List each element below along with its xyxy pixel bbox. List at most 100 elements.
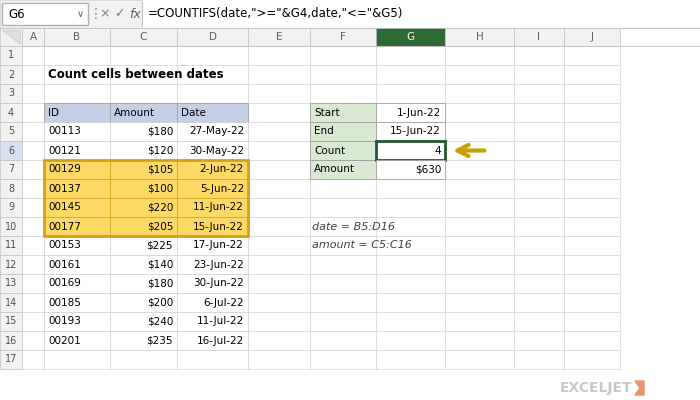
Bar <box>110 179 177 198</box>
Text: 16: 16 <box>5 336 17 346</box>
Bar <box>310 28 376 46</box>
Text: B: B <box>74 32 80 42</box>
Bar <box>0 312 22 331</box>
Bar <box>44 160 248 236</box>
Bar <box>376 255 445 274</box>
Bar <box>445 103 514 122</box>
Bar <box>44 179 110 198</box>
Bar <box>44 84 110 103</box>
Text: 6: 6 <box>8 146 14 156</box>
Bar <box>376 28 445 46</box>
Bar <box>376 312 445 331</box>
Bar <box>376 122 445 141</box>
Bar <box>564 141 620 160</box>
Text: $180: $180 <box>146 126 173 136</box>
Bar <box>376 141 445 160</box>
Bar <box>514 217 564 236</box>
Bar <box>445 217 514 236</box>
Bar <box>248 160 310 179</box>
Bar <box>110 122 177 141</box>
Bar <box>248 122 310 141</box>
Bar <box>110 217 177 236</box>
Bar <box>44 274 110 293</box>
Bar <box>445 198 514 217</box>
Bar <box>110 46 177 65</box>
Text: H: H <box>475 32 484 42</box>
Bar <box>0 141 22 160</box>
Bar <box>44 312 110 331</box>
Bar <box>0 0 700 28</box>
Bar <box>44 65 110 84</box>
Bar <box>310 198 376 217</box>
Bar <box>22 122 44 141</box>
Bar <box>110 103 177 122</box>
Bar <box>310 255 376 274</box>
Bar <box>44 236 110 255</box>
Text: G: G <box>407 32 414 42</box>
Text: 1: 1 <box>8 50 14 60</box>
Bar <box>564 28 620 46</box>
Bar <box>310 141 376 160</box>
Bar <box>44 236 110 255</box>
Bar <box>564 84 620 103</box>
Text: $220: $220 <box>146 202 173 212</box>
Bar <box>44 312 110 331</box>
Bar <box>110 141 177 160</box>
Bar <box>177 84 248 103</box>
Bar <box>310 103 376 122</box>
Bar <box>248 255 310 274</box>
Bar <box>110 236 177 255</box>
Bar <box>177 331 248 350</box>
Text: 00137: 00137 <box>48 184 81 194</box>
Bar <box>564 312 620 331</box>
Text: 7: 7 <box>8 164 14 174</box>
Bar <box>0 65 22 84</box>
Bar <box>44 350 110 369</box>
Bar <box>177 65 248 84</box>
Bar <box>248 236 310 255</box>
Text: $225: $225 <box>146 240 173 250</box>
Bar <box>310 65 376 84</box>
Bar <box>445 179 514 198</box>
Bar <box>110 331 177 350</box>
Bar <box>514 293 564 312</box>
Bar <box>177 217 248 236</box>
Bar <box>177 103 248 122</box>
Bar <box>177 141 248 160</box>
Bar <box>110 255 177 274</box>
Bar <box>310 274 376 293</box>
Text: C: C <box>140 32 147 42</box>
Bar <box>376 65 445 84</box>
Bar <box>0 46 22 65</box>
Bar <box>564 103 620 122</box>
Bar <box>248 141 310 160</box>
Text: 11-Jul-22: 11-Jul-22 <box>197 316 244 326</box>
Bar <box>44 141 110 160</box>
Bar <box>445 46 514 65</box>
Text: 30-Jun-22: 30-Jun-22 <box>193 278 244 288</box>
Bar <box>0 293 22 312</box>
Bar <box>514 312 564 331</box>
Text: 15-Jun-22: 15-Jun-22 <box>193 222 244 232</box>
Bar <box>177 312 248 331</box>
Text: 5: 5 <box>8 126 14 136</box>
Bar <box>514 141 564 160</box>
Bar <box>445 331 514 350</box>
Bar <box>0 179 22 198</box>
Text: G6: G6 <box>8 8 25 20</box>
Text: 00177: 00177 <box>48 222 81 232</box>
Bar <box>44 179 110 198</box>
Bar <box>564 198 620 217</box>
Text: 8: 8 <box>8 184 14 194</box>
Bar <box>564 160 620 179</box>
Text: 4: 4 <box>435 146 441 156</box>
Bar <box>0 198 22 217</box>
Bar <box>177 198 248 217</box>
Bar <box>110 350 177 369</box>
Bar <box>110 198 177 217</box>
Bar <box>44 198 110 217</box>
Text: 00169: 00169 <box>48 278 81 288</box>
Bar <box>514 103 564 122</box>
Bar <box>248 103 310 122</box>
Bar <box>44 122 110 141</box>
